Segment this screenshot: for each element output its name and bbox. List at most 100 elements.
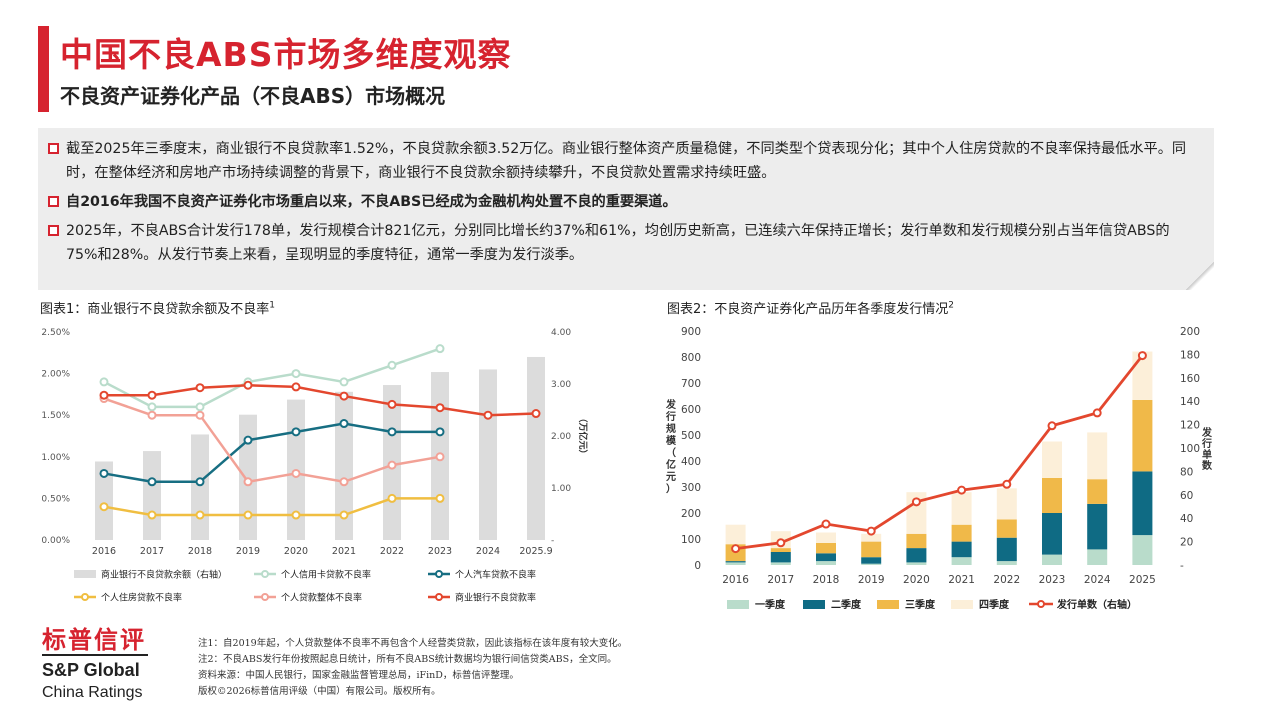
- chart2-issuance-point: [1137, 351, 1147, 361]
- chart1-legend-marker: [261, 593, 269, 601]
- footnote-line: 注1：自2019年起，个人贷款整体不良率不再包含个人经营类贷款，因此该指标在该年…: [198, 638, 628, 649]
- title-accent-bar: [38, 26, 49, 112]
- chart2-left-tick: 900: [681, 326, 701, 338]
- chart2-issuance-point: [957, 485, 967, 495]
- chart2-left-tick: 200: [681, 508, 701, 520]
- chart2-x-tick: 2019: [858, 574, 885, 586]
- chart2-right-tick: 80: [1180, 466, 1193, 478]
- chart2-right-tick: 60: [1180, 490, 1193, 502]
- chart1-left-tick: 1.00%: [41, 453, 70, 463]
- chart2-bar-q1: [996, 561, 1017, 565]
- chart2-x-tick: 2021: [948, 574, 975, 586]
- chart1-right-tick: 2.00: [551, 432, 571, 442]
- chart1-line-personal: [103, 397, 441, 484]
- chart2-legend-label: 二季度: [831, 598, 862, 611]
- chart1-point-credit_card: [291, 369, 301, 379]
- summary-bullet: 自2016年我国不良资产证券化市场重启以来，不良ABS已经成为金融机构处置不良的…: [48, 190, 1200, 214]
- chart2-bar-q2: [861, 557, 882, 564]
- chart1-right-tick: 4.00: [551, 328, 571, 338]
- chart2-issuance-point: [776, 538, 786, 548]
- chart2-bar-q3: [816, 542, 836, 554]
- chart1-x-tick: 2021: [332, 546, 356, 557]
- chart1-point-commercial: [387, 399, 397, 409]
- chart1-point-auto: [195, 477, 205, 487]
- summary-bullet-text: 截至2025年三季度末，商业银行不良贷款率1.52%，不良贷款余额3.52万亿。…: [66, 141, 1187, 181]
- chart1-x-tick: 2016: [92, 546, 116, 557]
- summary-bullet: 2025年，不良ABS合计发行178单，发行规模合计821亿元，分别同比增长约3…: [48, 219, 1200, 267]
- chart2-bar-q3: [996, 519, 1017, 538]
- chart1-point-personal: [339, 477, 349, 487]
- chart1-x-tick: 2023: [428, 546, 452, 557]
- footnotes: 注1：自2019年起，个人贷款整体不良率不再包含个人经营类贷款，因此该指标在该年…: [198, 636, 627, 700]
- chart1-point-mortgage: [387, 493, 397, 503]
- chart2-legend-marker: [1037, 600, 1045, 608]
- chart2-left-tick: 600: [681, 404, 701, 416]
- chart2-left-tick: 800: [681, 352, 701, 364]
- chart2-bar-q2: [725, 561, 746, 563]
- chart2-bar-q4: [1087, 432, 1108, 480]
- chart2-left-tick: 300: [681, 482, 701, 494]
- summary-panel: 截至2025年三季度末，商业银行不良贷款率1.52%，不良贷款余额3.52万亿。…: [38, 128, 1214, 290]
- chart2-issuance-point: [821, 519, 831, 529]
- chart2-bar-q2: [816, 553, 836, 562]
- chart1-point-mortgage: [291, 510, 301, 520]
- chart1-line-credit_card: [103, 347, 441, 409]
- chart2-bar-q3: [1042, 477, 1062, 513]
- chart1-legend-label: 个人汽车贷款不良率: [455, 569, 536, 581]
- logo-divider: [42, 654, 148, 656]
- chart1-legend-marker: [261, 570, 269, 578]
- chart1-right-axis-label: （万亿元）: [577, 413, 589, 458]
- chart2-bar-q4: [725, 524, 746, 545]
- chart1-point-commercial: [195, 383, 205, 393]
- chart2-issuance-point: [911, 497, 921, 507]
- chart2-right-tick: 200: [1180, 326, 1200, 338]
- footnote-line: 版权©2026标普信用评级（中国）有限公司。版权所有。: [198, 686, 441, 697]
- chart1-point-credit_card: [99, 377, 109, 387]
- summary-bullet-text: 2025年，不良ABS合计发行178单，发行规模合计821亿元，分别同比增长约3…: [66, 223, 1170, 263]
- chart2-bar-q1: [1132, 535, 1153, 565]
- chart2-left-tick: 500: [681, 430, 701, 442]
- chart1-legend-label: 个人贷款整体不良率: [281, 592, 362, 604]
- chart1-x-tick: 2019: [236, 546, 260, 557]
- chart1-point-mortgage: [195, 510, 205, 520]
- chart1-point-personal: [387, 460, 397, 470]
- chart1-point-credit_card: [387, 360, 397, 370]
- chart2-bar-q2: [1087, 503, 1108, 550]
- chart1-x-tick: 2025.9: [519, 546, 552, 557]
- chart2-issuance-line: [735, 354, 1144, 551]
- chart2-bar-q3: [951, 524, 972, 542]
- chart1-line-auto: [103, 422, 440, 484]
- chart1-point-mortgage: [435, 493, 445, 503]
- chart1-bar: [527, 356, 545, 540]
- chart2-x-tick: 2018: [813, 574, 840, 586]
- chart2-right-tick: 100: [1180, 443, 1200, 455]
- chart2-bar-q4: [906, 492, 927, 534]
- chart1-point-credit_card: [435, 344, 445, 354]
- chart1-legend-label: 商业银行不良贷款率: [455, 592, 536, 604]
- chart2-legend-swatch: [877, 600, 899, 609]
- chart2-legend-label: 一季度: [755, 598, 786, 611]
- chart1-point-personal: [435, 452, 445, 462]
- chart1-point-auto: [339, 419, 349, 429]
- chart1-point-auto: [435, 427, 445, 437]
- chart1-point-commercial: [243, 380, 253, 390]
- chart2-bar-q2: [951, 541, 972, 558]
- chart1-left-tick: 0.00%: [41, 536, 70, 546]
- chart1-point-commercial: [435, 403, 445, 413]
- chart2-right-tick: 20: [1180, 537, 1193, 549]
- chart1-right-tick: -: [551, 536, 554, 546]
- chart2-bar-q1: [816, 561, 836, 565]
- chart2-issuance-point: [731, 544, 741, 554]
- footnote-line: 注2：不良ABS发行年份按照起息日统计，所有不良ABS统计数据均为银行间信贷类A…: [198, 654, 617, 665]
- chart2-bar-q4: [861, 533, 882, 542]
- chart1-left-tick: 2.00%: [41, 370, 70, 380]
- chart1-bar: [335, 391, 353, 540]
- chart2-right-tick: 180: [1180, 349, 1200, 361]
- chart2-right-tick: 160: [1180, 373, 1200, 385]
- summary-bullet-text: 自2016年我国不良资产证券化市场重启以来，不良ABS已经成为金融机构处置不良的…: [66, 194, 677, 210]
- chart2-legend-swatch: [727, 600, 749, 609]
- chart1-bar: [95, 461, 113, 540]
- chart1-x-tick: 2018: [188, 546, 212, 557]
- chart1-svg: 0.00% 0.50% 1.00% 1.50% 2.00% 2.50% - 1.00 2.00 3…: [41, 328, 589, 604]
- chart2-title: 图表2：不良资产证券化产品历年各季度发行情况2: [667, 298, 954, 317]
